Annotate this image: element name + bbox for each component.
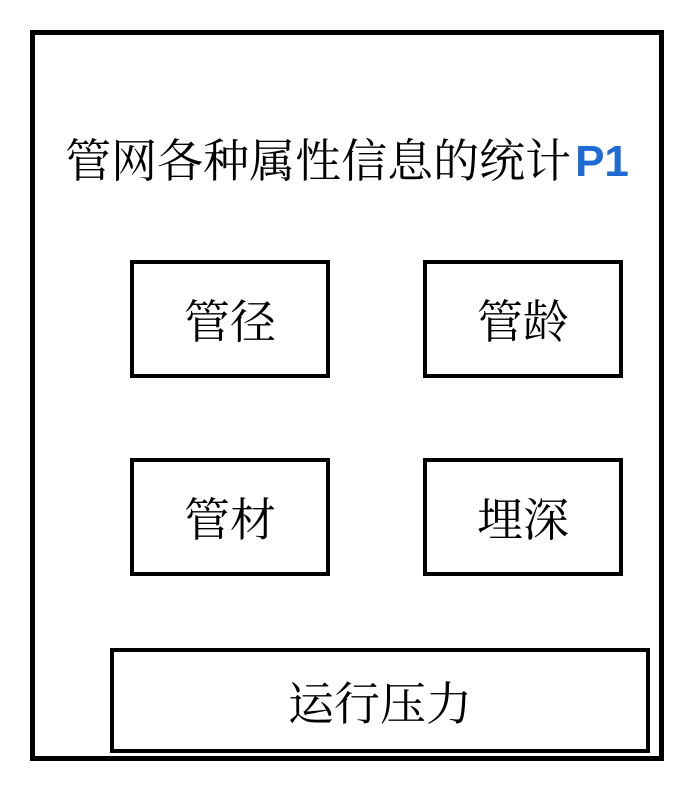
title-text: 管网各种属性信息的统计 (65, 125, 571, 191)
canvas: 管网各种属性信息的统计P1 管径 管龄 管材 埋深 运行压力 (0, 0, 694, 791)
cell-diameter-label: 管径 (184, 286, 276, 352)
outer-box: 管网各种属性信息的统计P1 管径 管龄 管材 埋深 运行压力 (30, 30, 664, 761)
cell-pressure-label: 运行压力 (288, 668, 472, 734)
title: 管网各种属性信息的统计P1 (35, 125, 659, 191)
cell-age: 管龄 (423, 260, 623, 378)
cell-material: 管材 (130, 458, 330, 576)
cell-depth: 埋深 (423, 458, 623, 576)
cell-diameter: 管径 (130, 260, 330, 378)
cell-pressure: 运行压力 (110, 648, 650, 753)
cell-material-label: 管材 (184, 484, 276, 550)
cell-age-label: 管龄 (477, 286, 569, 352)
title-tag: P1 (575, 137, 629, 186)
cell-depth-label: 埋深 (477, 484, 569, 550)
